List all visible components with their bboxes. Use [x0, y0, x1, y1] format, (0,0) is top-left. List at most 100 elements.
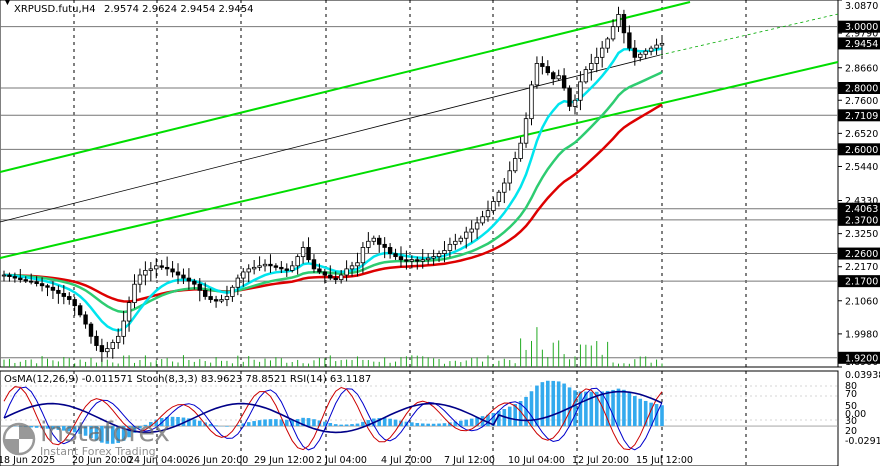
- candle-body: [7, 274, 12, 277]
- header-arrow-icon[interactable]: ▼: [4, 0, 11, 7]
- indicator-panel[interactable]: [0, 370, 839, 466]
- osma-bar: [187, 418, 191, 427]
- time-tick-label: 7 Jul 12:00: [444, 455, 495, 466]
- candle-body: [328, 274, 333, 279]
- candle-body: [610, 26, 616, 40]
- candle-body: [540, 63, 545, 67]
- osma-bar: [257, 420, 262, 427]
- candle-body: [387, 247, 393, 254]
- candle-body: [143, 270, 148, 276]
- vertical-gridlines: [73, 0, 747, 466]
- osma-bar: [540, 382, 545, 427]
- time-tick-label: 18 Jun 2025: [0, 455, 55, 466]
- osma-bar: [442, 423, 447, 427]
- price-level-label: 2.7109: [845, 111, 878, 122]
- candle-body: [632, 47, 638, 58]
- time-tick-label: 29 Jun 12:00: [254, 455, 314, 466]
- candle-body: [246, 268, 251, 273]
- candle-body: [393, 253, 398, 258]
- candle-body: [605, 38, 610, 49]
- ma-slow-line: [3, 103, 663, 303]
- osma-bar: [94, 426, 99, 441]
- candle-body: [295, 256, 300, 267]
- osma-bar: [518, 401, 523, 427]
- osma-bar: [600, 391, 604, 427]
- channel-mid-extension: [659, 13, 839, 56]
- osma-bar: [170, 416, 175, 427]
- osma-bar: [339, 424, 343, 427]
- price-tick-label: 2.8660: [845, 63, 878, 74]
- osma-bar: [567, 387, 572, 427]
- candle-body: [431, 256, 436, 259]
- osma-bar: [535, 385, 539, 427]
- osma-bar: [622, 389, 626, 427]
- candle-body: [213, 299, 219, 302]
- candle-body: [474, 222, 480, 230]
- osma-bar: [388, 418, 392, 427]
- candle-body: [464, 231, 469, 239]
- candle-body: [235, 277, 241, 288]
- price-level-box: [838, 247, 880, 260]
- osma-bar: [29, 426, 33, 428]
- price-level-box: [838, 20, 880, 33]
- candle-body: [72, 299, 77, 307]
- volume-bars: [3, 327, 663, 367]
- trend-channel[interactable]: [0, 1, 839, 259]
- indicator-plots: [0, 380, 838, 451]
- candle-body: [99, 345, 105, 353]
- candle-body: [556, 75, 561, 80]
- price-level-label: 3.0000: [845, 22, 878, 33]
- candle-body: [567, 87, 572, 107]
- candle-body: [502, 182, 507, 193]
- price-level-label: 2.4063: [845, 204, 878, 215]
- osma-bar: [633, 396, 637, 427]
- time-tick-label: 20 Jun 20:00: [72, 455, 132, 466]
- candle-body: [648, 47, 654, 52]
- price-tick-label: 2.9790: [845, 29, 878, 40]
- osma-bar: [181, 417, 186, 427]
- osma-bar: [323, 421, 327, 427]
- osma-bar: [556, 381, 561, 427]
- osma-bar: [301, 417, 305, 427]
- candle-body: [284, 268, 289, 271]
- osma-bar: [67, 426, 72, 432]
- osma-bar: [290, 419, 295, 427]
- candlesticks[interactable]: [1, 6, 665, 362]
- candle-body: [594, 56, 599, 64]
- candle-body: [28, 280, 34, 283]
- candle-body: [355, 262, 360, 267]
- osma-bar: [458, 420, 463, 427]
- osma-bar: [51, 426, 55, 430]
- price-level-label: 1.9200: [845, 353, 878, 364]
- candle-body: [45, 285, 50, 288]
- candle-body: [203, 289, 208, 297]
- candle-body: [409, 259, 415, 262]
- osma-bar: [225, 426, 229, 427]
- candle-body: [34, 281, 39, 285]
- indicator-tick-label: 50: [845, 401, 857, 412]
- osma-bar: [83, 426, 88, 436]
- price-tick-label: 2.4330: [845, 196, 878, 207]
- osma-bar: [393, 419, 398, 427]
- candle-body: [349, 265, 355, 270]
- osma-bar: [165, 417, 169, 427]
- candle-body: [110, 342, 115, 350]
- osma-bar: [355, 423, 360, 427]
- candle-body: [453, 240, 458, 245]
- price-level-label: 2.3700: [845, 215, 878, 226]
- osma-bar: [121, 426, 126, 441]
- osma-bar: [274, 419, 278, 427]
- osma-bar: [284, 419, 289, 427]
- indicator-tick-label: 0.00: [845, 409, 866, 420]
- candle-body: [115, 335, 121, 343]
- price-tick-label: 2.5440: [845, 162, 878, 173]
- indicator-tick-label: 70: [845, 389, 857, 400]
- candle-body: [377, 237, 382, 245]
- candle-body: [627, 32, 632, 49]
- candle-body: [290, 265, 295, 271]
- candle-body: [137, 274, 143, 285]
- candle-body: [56, 289, 61, 294]
- channel-upper-line: [0, 1, 691, 173]
